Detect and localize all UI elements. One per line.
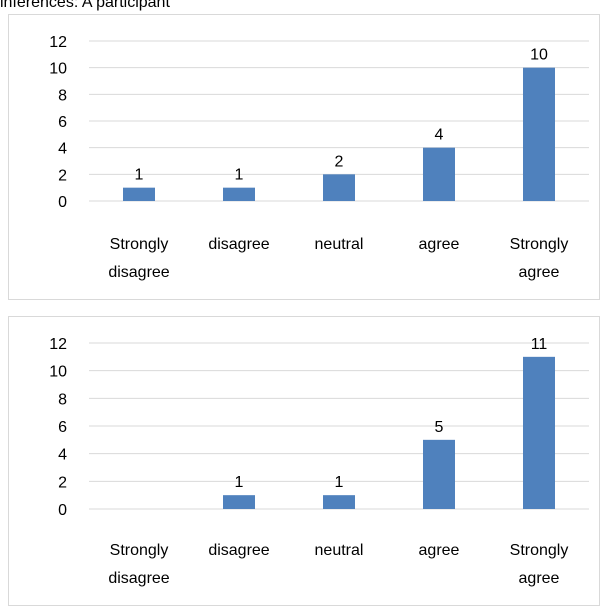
x-category-label: neutral	[315, 542, 364, 559]
x-category-label: disagree	[108, 570, 169, 587]
y-tick-label: 12	[49, 34, 67, 51]
bar	[223, 495, 255, 509]
bar	[423, 147, 455, 201]
x-category-label: disagree	[108, 264, 169, 281]
x-category-label: Strongly	[510, 542, 569, 559]
x-category-label: Strongly	[110, 236, 169, 253]
y-tick-label: 6	[58, 419, 67, 436]
bar	[223, 187, 255, 201]
bar	[523, 67, 555, 201]
figure-caption: inferences: A participant	[0, 0, 170, 11]
data-label: 4	[435, 127, 444, 144]
y-tick-label: 12	[49, 336, 67, 353]
y-tick-label: 2	[58, 167, 67, 184]
y-tick-label: 10	[49, 364, 67, 381]
x-category-label: disagree	[208, 236, 269, 253]
data-label: 11	[531, 336, 548, 353]
bar-chart-1: 0 2 4 6 8 10 12 1 Strongly disagree 1 disagree 2 neut…	[8, 14, 600, 300]
bar	[523, 356, 555, 509]
x-category-label: disagree	[208, 542, 269, 559]
bar	[423, 439, 455, 509]
x-category-label: neutral	[315, 236, 364, 253]
y-tick-label: 6	[58, 114, 67, 131]
y-tick-label: 8	[58, 87, 67, 104]
y-tick-label: 10	[49, 61, 67, 78]
chart-2-svg: 0 2 4 6 8 10 12 Strongly disagree 1 disagree 1 neutr…	[49, 336, 589, 587]
data-label: 1	[235, 474, 244, 491]
y-tick-label: 4	[58, 141, 67, 158]
data-label: 5	[435, 419, 444, 436]
bar	[123, 187, 155, 201]
x-category-label: agree	[419, 236, 460, 253]
y-tick-label: 2	[58, 474, 67, 491]
data-label: 1	[335, 474, 344, 491]
x-category-label: Strongly	[510, 236, 569, 253]
y-tick-label: 0	[58, 502, 67, 519]
chart-1-svg: 0 2 4 6 8 10 12 1 Strongly disagree 1 disagree 2 neut…	[49, 34, 589, 281]
data-label: 1	[235, 167, 244, 184]
x-category-label: agree	[519, 570, 560, 587]
x-category-label: agree	[519, 264, 560, 281]
y-tick-label: 4	[58, 447, 67, 464]
y-tick-label: 8	[58, 391, 67, 408]
x-category-label: agree	[419, 542, 460, 559]
data-label: 1	[135, 167, 144, 184]
bar	[323, 174, 355, 201]
data-label: 10	[530, 47, 548, 64]
x-category-label: Strongly	[110, 542, 169, 559]
bar	[323, 495, 355, 509]
bar-chart-2: 0 2 4 6 8 10 12 Strongly disagree 1 disagree 1 neutr…	[8, 316, 600, 606]
y-tick-label: 0	[58, 194, 67, 211]
data-label: 2	[335, 153, 344, 170]
